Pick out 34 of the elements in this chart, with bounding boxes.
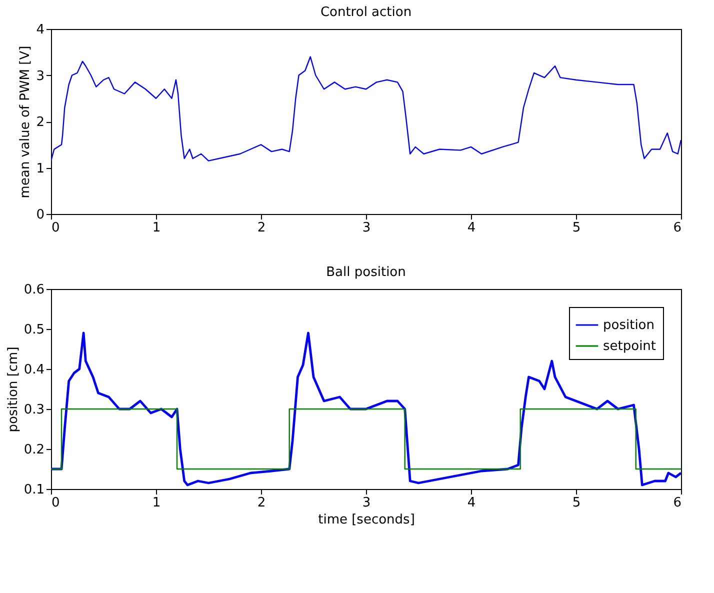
x-tick-label: 4 [467,496,476,510]
x-axis-title: time [seconds] [318,512,415,528]
y-tick-label: 0.4 [24,362,44,378]
y-tick-label: 0.5 [24,322,44,338]
legend-label: position [603,318,654,333]
x-tick-label: 3 [362,220,371,236]
x-tick-label: 1 [152,220,161,236]
y-axis-title: position [cm] [6,346,21,432]
chart-title: Ball position [326,265,406,280]
line-series [51,56,681,162]
y-tick-label: 4 [36,22,44,38]
y-tick-label: 0.3 [24,402,44,418]
y-tick-label: 0 [36,208,44,222]
y-tick-label: 1 [36,161,44,176]
line-series [51,332,681,486]
y-tick-label: 0.1 [24,482,44,498]
x-tick-label: 0 [52,496,60,510]
x-tick-label: 2 [257,496,266,510]
x-tick-label: 6 [673,496,682,510]
y-tick-label: 3 [36,68,44,84]
y-tick-label: 0.6 [24,282,44,298]
y-tick-label: 0.2 [24,442,44,458]
x-tick-label: 5 [572,496,581,510]
x-tick-label: 0 [52,220,60,236]
x-tick-label: 6 [673,220,682,236]
x-tick-label: 3 [362,496,371,510]
chart-title: Control action [320,5,412,20]
x-tick-label: 1 [152,496,161,510]
legend-label: setpoint [603,339,656,354]
y-axis-title: mean value of PWM [V] [18,46,34,198]
x-tick-label: 4 [467,220,476,236]
x-tick-label: 2 [257,220,266,236]
x-tick-label: 5 [572,220,581,236]
y-tick-label: 2 [36,115,44,130]
